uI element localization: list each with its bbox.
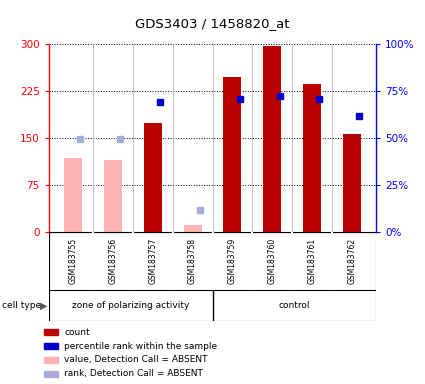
Text: GSM183755: GSM183755 [68, 238, 77, 284]
Bar [104, 160, 122, 232]
Bar [64, 158, 82, 232]
Text: GSM183761: GSM183761 [308, 238, 317, 284]
Text: GSM183758: GSM183758 [188, 238, 197, 284]
Bar [303, 84, 321, 232]
Text: percentile rank within the sample: percentile rank within the sample [65, 341, 218, 351]
Text: zone of polarizing activity: zone of polarizing activity [72, 301, 190, 310]
Bar [184, 225, 201, 232]
Bar [44, 357, 58, 363]
Text: GSM183762: GSM183762 [348, 238, 357, 284]
Bar [144, 122, 162, 232]
Text: GSM183756: GSM183756 [108, 238, 117, 284]
Text: GSM183760: GSM183760 [268, 238, 277, 284]
Text: value, Detection Call = ABSENT: value, Detection Call = ABSENT [65, 356, 208, 364]
Bar [44, 371, 58, 377]
Text: GSM183757: GSM183757 [148, 238, 157, 284]
Bar [49, 232, 376, 290]
Text: rank, Detection Call = ABSENT: rank, Detection Call = ABSENT [65, 369, 203, 378]
Text: GDS3403 / 1458820_at: GDS3403 / 1458820_at [135, 17, 290, 30]
Text: cell type: cell type [2, 301, 44, 310]
Bar [224, 77, 241, 232]
Text: ▶: ▶ [40, 300, 48, 310]
Text: count: count [65, 328, 90, 337]
Bar [264, 46, 281, 232]
Bar [44, 329, 58, 336]
Text: control: control [278, 301, 310, 310]
Text: GSM183759: GSM183759 [228, 238, 237, 284]
Bar [44, 343, 58, 349]
Bar [184, 226, 201, 232]
Bar [343, 134, 361, 232]
